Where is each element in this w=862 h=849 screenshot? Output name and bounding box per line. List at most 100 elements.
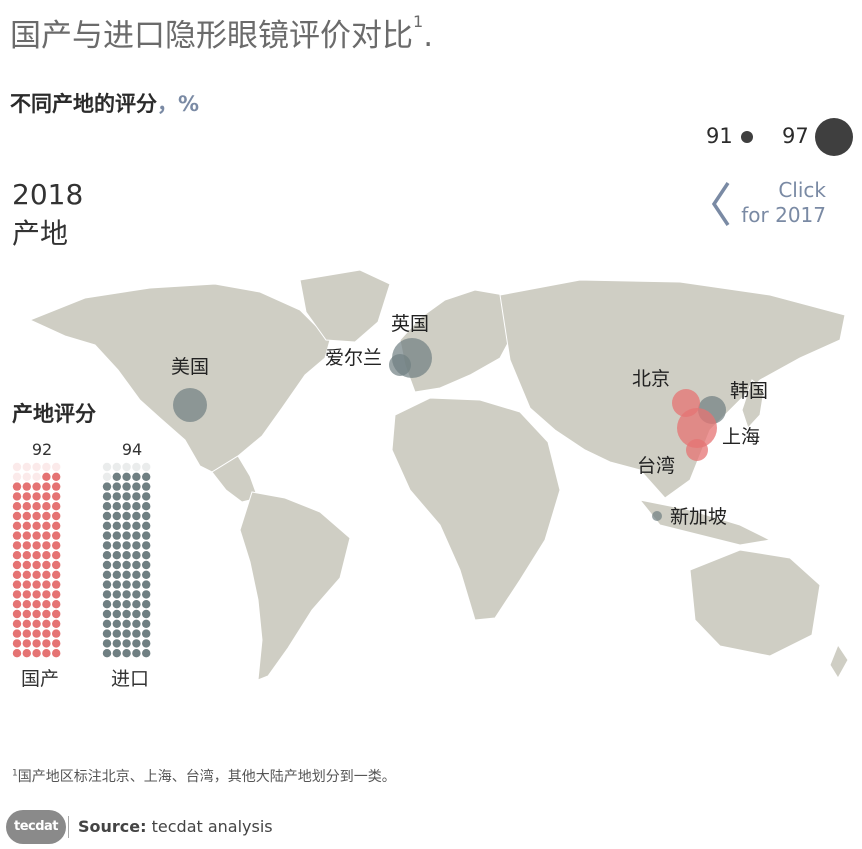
waffle-dot xyxy=(52,462,61,472)
waffle-dot xyxy=(32,531,41,540)
waffle-dot xyxy=(132,600,141,609)
waffle-dot xyxy=(22,629,31,638)
waffle-dot xyxy=(52,639,61,648)
waffle-dot xyxy=(132,472,141,481)
africa xyxy=(391,397,561,621)
waffle-dot xyxy=(102,619,112,628)
waffle-dot xyxy=(122,531,131,540)
waffle-dot xyxy=(12,502,22,511)
waffle-dot xyxy=(142,551,151,560)
waffle-dot xyxy=(142,502,151,511)
legend-max-label: 97 xyxy=(782,124,809,148)
waffle-dot xyxy=(12,649,22,658)
source-text: Source: tecdat analysis xyxy=(78,817,273,836)
waffle-dot xyxy=(32,521,41,530)
waffle-dot xyxy=(52,629,61,638)
waffle-dot xyxy=(52,472,61,481)
waffle-dot xyxy=(52,609,61,619)
waffle-dot xyxy=(122,619,131,628)
waffle-dot xyxy=(122,609,131,619)
bubble-layer xyxy=(173,338,726,521)
waffle-dot xyxy=(132,531,141,540)
waffle-dot xyxy=(12,492,22,501)
waffle-dot xyxy=(112,511,121,521)
waffle-dot xyxy=(112,531,121,540)
waffle-dot xyxy=(102,629,112,638)
bubble-label: 台湾 xyxy=(637,455,675,477)
waffle-dot xyxy=(102,639,112,648)
bubble-imported-2 xyxy=(389,354,411,376)
greenland xyxy=(299,269,391,343)
waffle-dot xyxy=(22,560,31,570)
waffle-dot xyxy=(12,511,22,521)
waffle-dot xyxy=(32,492,41,501)
waffle-imported-value: 94 xyxy=(121,440,143,459)
waffle-dot xyxy=(132,590,141,599)
waffle-dot xyxy=(112,502,121,511)
waffle-dot xyxy=(112,629,121,638)
waffle-dot xyxy=(102,590,112,599)
waffle-dot xyxy=(52,560,61,570)
waffle-dot xyxy=(142,521,151,530)
waffle-dot xyxy=(122,541,131,550)
waffle-dot xyxy=(42,531,51,540)
waffle-dot xyxy=(112,649,121,658)
waffle-dot xyxy=(142,492,151,501)
waffle-dot xyxy=(102,521,112,530)
bubble-label: 新加坡 xyxy=(670,506,727,528)
chart-title: 国产与进口隐形眼镜评价对比1. xyxy=(10,12,434,54)
waffle-dot xyxy=(122,492,131,501)
waffle-dot xyxy=(102,600,112,609)
waffle-dot xyxy=(122,462,131,472)
waffle-dot xyxy=(32,560,41,570)
waffle-dot xyxy=(32,639,41,648)
legend-max-circle xyxy=(815,118,853,156)
waffle-dot xyxy=(22,472,31,481)
waffle-dot xyxy=(132,580,141,589)
waffle-dot xyxy=(132,619,141,628)
waffle-dot xyxy=(22,590,31,599)
waffle-dot xyxy=(32,619,41,628)
waffle-dot xyxy=(142,580,151,589)
waffle-dot xyxy=(12,639,22,648)
waffle-dot xyxy=(42,502,51,511)
waffle-dot xyxy=(42,541,51,550)
waffle-dot xyxy=(142,472,151,481)
north-america xyxy=(28,283,331,473)
waffle-dot xyxy=(42,472,51,481)
japan xyxy=(741,379,765,429)
toggle-line1: Click xyxy=(778,178,826,202)
waffle-dot xyxy=(132,511,141,521)
waffle-dot xyxy=(22,511,31,521)
waffle-dot xyxy=(32,541,41,550)
waffle-dot xyxy=(122,502,131,511)
waffle-dot xyxy=(122,600,131,609)
waffle-dot xyxy=(142,462,151,472)
waffle-dot xyxy=(42,521,51,530)
waffle-dot xyxy=(12,462,22,472)
waffle-dot xyxy=(132,639,141,648)
waffle-dot xyxy=(132,560,141,570)
tecdat-logo: tecdat xyxy=(6,810,66,844)
waffle-dot xyxy=(102,541,112,550)
waffle-dot xyxy=(122,511,131,521)
score-panel-title: 产地评分 xyxy=(12,402,96,426)
waffle-dot xyxy=(142,629,151,638)
waffle-dot xyxy=(12,560,22,570)
waffle-dot xyxy=(52,482,61,491)
waffle-dot xyxy=(142,649,151,658)
bubble-label: 英国 xyxy=(391,313,429,335)
waffle-dot xyxy=(22,521,31,530)
waffle-dot xyxy=(122,551,131,560)
waffle-dot xyxy=(32,502,41,511)
waffle-dot xyxy=(32,609,41,619)
waffle-dot xyxy=(132,609,141,619)
toggle-2017-button[interactable]: Click for 2017 xyxy=(704,178,844,238)
footer-divider xyxy=(68,816,69,838)
waffle-dot xyxy=(102,462,112,472)
chart-subtitle: 不同产地的评分，% xyxy=(10,92,200,116)
waffle-dot xyxy=(42,551,51,560)
waffle-dot xyxy=(102,472,112,481)
waffle-dot xyxy=(52,600,61,609)
